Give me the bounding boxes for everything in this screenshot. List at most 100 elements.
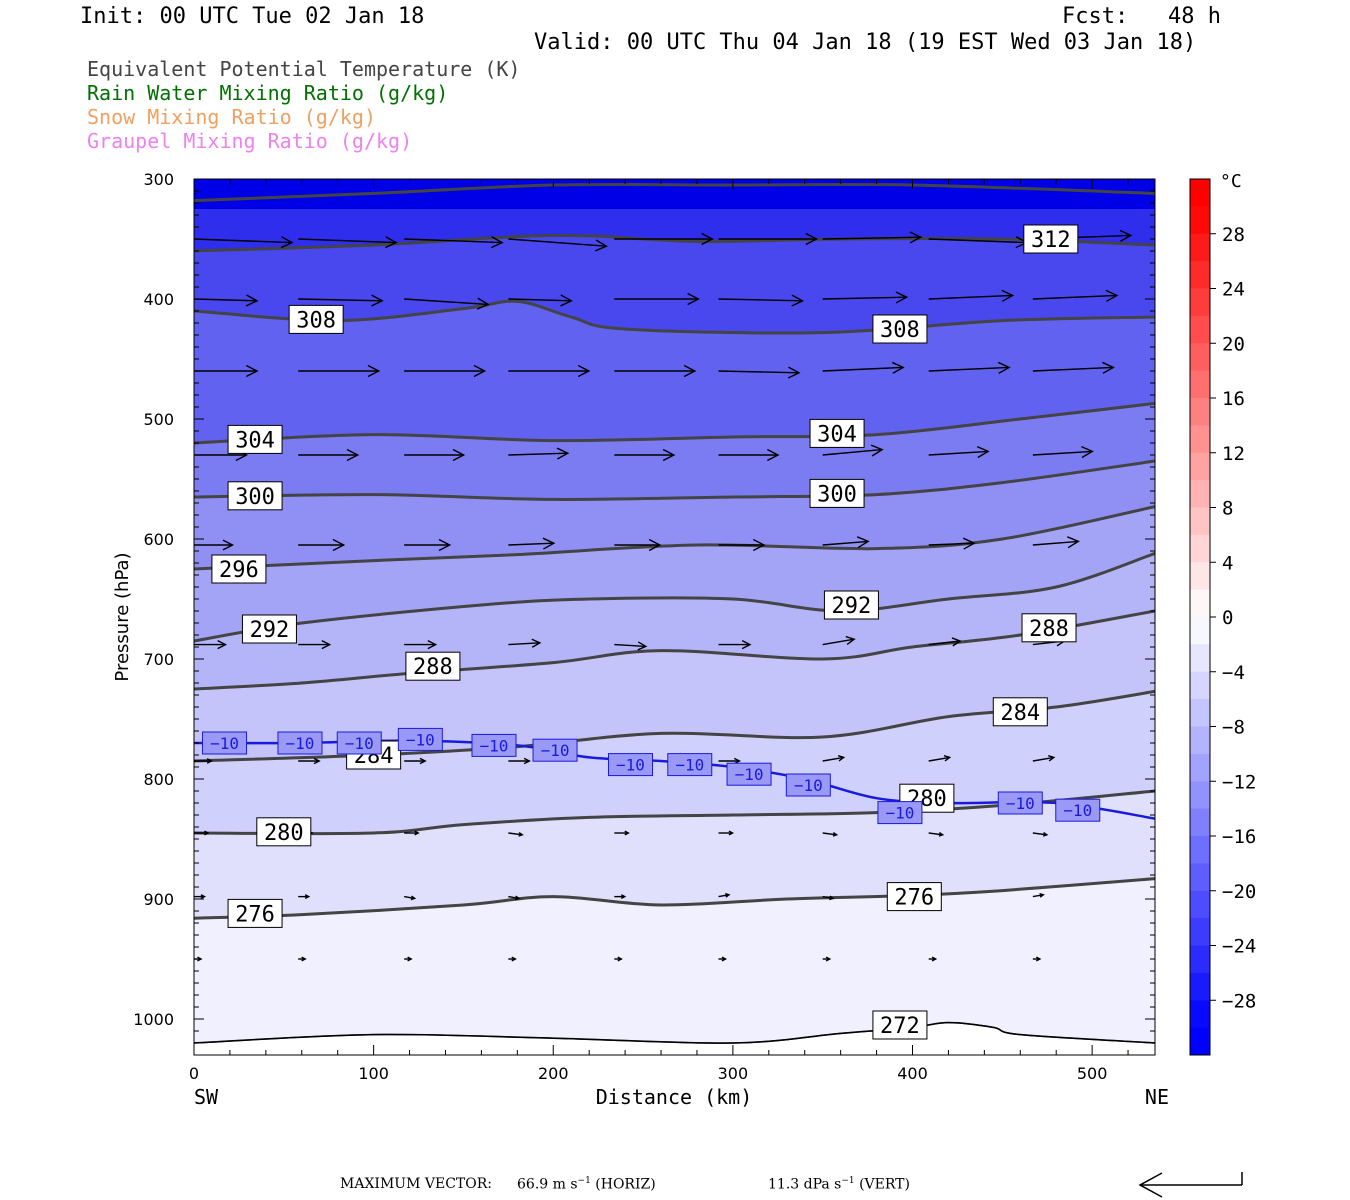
wind-vector-head (452, 448, 466, 462)
wind-vector (1032, 894, 1044, 898)
theta-e-label: 288 (1021, 613, 1077, 643)
x-axis-label: Distance (km) (596, 1085, 753, 1109)
wind-vector-head (332, 538, 346, 552)
wind-vector-head (523, 757, 531, 765)
theta-e-label: 276 (886, 882, 942, 912)
wind-vector-head (514, 895, 521, 901)
isotherm-label-box (397, 727, 443, 751)
wind-vector-head (1042, 831, 1049, 837)
wind-vector-head (313, 757, 321, 765)
theta-e-label-text: 312 (1031, 228, 1071, 253)
wind-vector-head (1035, 956, 1042, 962)
wind-vector-head (206, 758, 214, 764)
legend-snow-mixing-ratio: Snow Mixing Ratio (g/kg) (87, 105, 376, 129)
theta-e-label-text: 276 (235, 902, 275, 927)
isotherm-label: −10 (785, 773, 831, 797)
theta-e-label: 308 (288, 304, 344, 334)
wind-vector (404, 895, 415, 900)
wind-vector (614, 643, 646, 648)
wind-vector (928, 756, 950, 762)
x-right-label: NE (1145, 1085, 1169, 1109)
wind-vector (928, 294, 1013, 300)
legend-graupel-mixing-ratio: Graupel Mixing Ratio (g/kg) (87, 129, 413, 153)
isotherm-label-box (1055, 798, 1101, 822)
isotherm-label-box (471, 733, 517, 757)
wind-vector-head (976, 445, 990, 459)
wind-vector-head (1119, 229, 1133, 242)
colorbar-bin (1190, 644, 1210, 673)
wind-vector-head (997, 361, 1011, 374)
isotherm-label-text: −10 (885, 804, 914, 823)
colorbar-bin (1190, 589, 1210, 618)
isotherm-label-text: −10 (541, 741, 570, 760)
wind-vector (1032, 450, 1093, 456)
wind-vector-head (245, 294, 259, 307)
colorbar-bin (1190, 671, 1210, 700)
isotherm-label: −10 (277, 731, 323, 755)
theta-e-label-box (288, 304, 344, 334)
wind-vector-head (662, 448, 676, 462)
isotherm-label-box (532, 738, 578, 762)
theta-e-label-text: 288 (1029, 617, 1069, 642)
colorbar-tick-label: 16 (1222, 388, 1245, 410)
wind-vector-head (518, 831, 524, 837)
wind-vector-head (245, 364, 259, 378)
legend-rain-water-mixing-ratio: Rain Water Mixing Ratio (g/kg) (87, 81, 449, 105)
wind-vector-head (200, 894, 207, 900)
surface-line (194, 1021, 1155, 1044)
max-vector-vertical: 11.3 dPa s−1 (VERT) (768, 1176, 910, 1193)
wind-vector-head (637, 641, 648, 651)
x-tick-label: 300 (718, 1064, 749, 1083)
colorbar-bin (1190, 425, 1210, 454)
colorbar-bin (1190, 699, 1210, 727)
wind-vector (1032, 832, 1047, 836)
colorbar-bin (1190, 1027, 1210, 1056)
wind-vector-head (346, 448, 360, 462)
theta-e-label-text: 276 (894, 886, 934, 911)
wind-vector-head (490, 236, 504, 249)
theta-e-label-text: 300 (817, 482, 857, 507)
wind-vector-head (560, 294, 573, 307)
wind-vector (822, 638, 855, 646)
wind-vector-head (367, 364, 381, 378)
y-tick-label: 1000 (133, 1010, 174, 1029)
theta-e-label-box (886, 882, 942, 912)
isotherm-label-box (277, 731, 323, 755)
colorbar-bin (1190, 452, 1210, 481)
isotherm-label-text: −10 (286, 734, 315, 753)
theta-e-label-box (992, 697, 1048, 727)
wind-vector-head (837, 754, 846, 762)
isotherm-label: −10 (667, 753, 713, 777)
theta-e-label: 300 (227, 481, 283, 511)
theta-e-contour (194, 182, 1155, 203)
wind-vector-head (766, 448, 780, 462)
theta-e-contour (194, 459, 1155, 501)
isotherm-label-text: −10 (406, 730, 435, 749)
max-vector-horizontal: 66.9 m s−1 (HORIZ) (517, 1176, 656, 1193)
theta-e-label-text: 284 (1000, 701, 1040, 726)
theta-e-label: 312 (1023, 224, 1079, 254)
theta-e-label: 288 (405, 651, 461, 681)
wind-vector-head (531, 638, 542, 648)
isotherm-label: −10 (726, 762, 772, 786)
wind-vector-head (1048, 754, 1056, 762)
wind-vector-head (624, 830, 630, 836)
wind-vector-head (407, 956, 413, 962)
wind-vector-head (410, 895, 417, 901)
wind-vector-head (427, 639, 438, 650)
theta-e-label: 292 (823, 590, 879, 620)
colorbar-tick-label: −4 (1222, 662, 1245, 684)
colorbar-bin (1190, 206, 1210, 235)
colorbar-tick-label: −16 (1222, 826, 1256, 848)
theta-e-label: 280 (256, 817, 312, 847)
colorbar-bin (1190, 480, 1210, 508)
theta-e-label: 296 (211, 554, 267, 584)
theta-e-label-box (872, 1010, 928, 1040)
theta-e-contour (194, 551, 1155, 643)
y-axis-label: Pressure (hPa) (112, 552, 133, 681)
y-tick-label: 800 (143, 770, 174, 789)
wind-vector-head (951, 637, 962, 647)
isotherm-label: −10 (202, 731, 248, 755)
theta-e-label-box (872, 314, 928, 344)
